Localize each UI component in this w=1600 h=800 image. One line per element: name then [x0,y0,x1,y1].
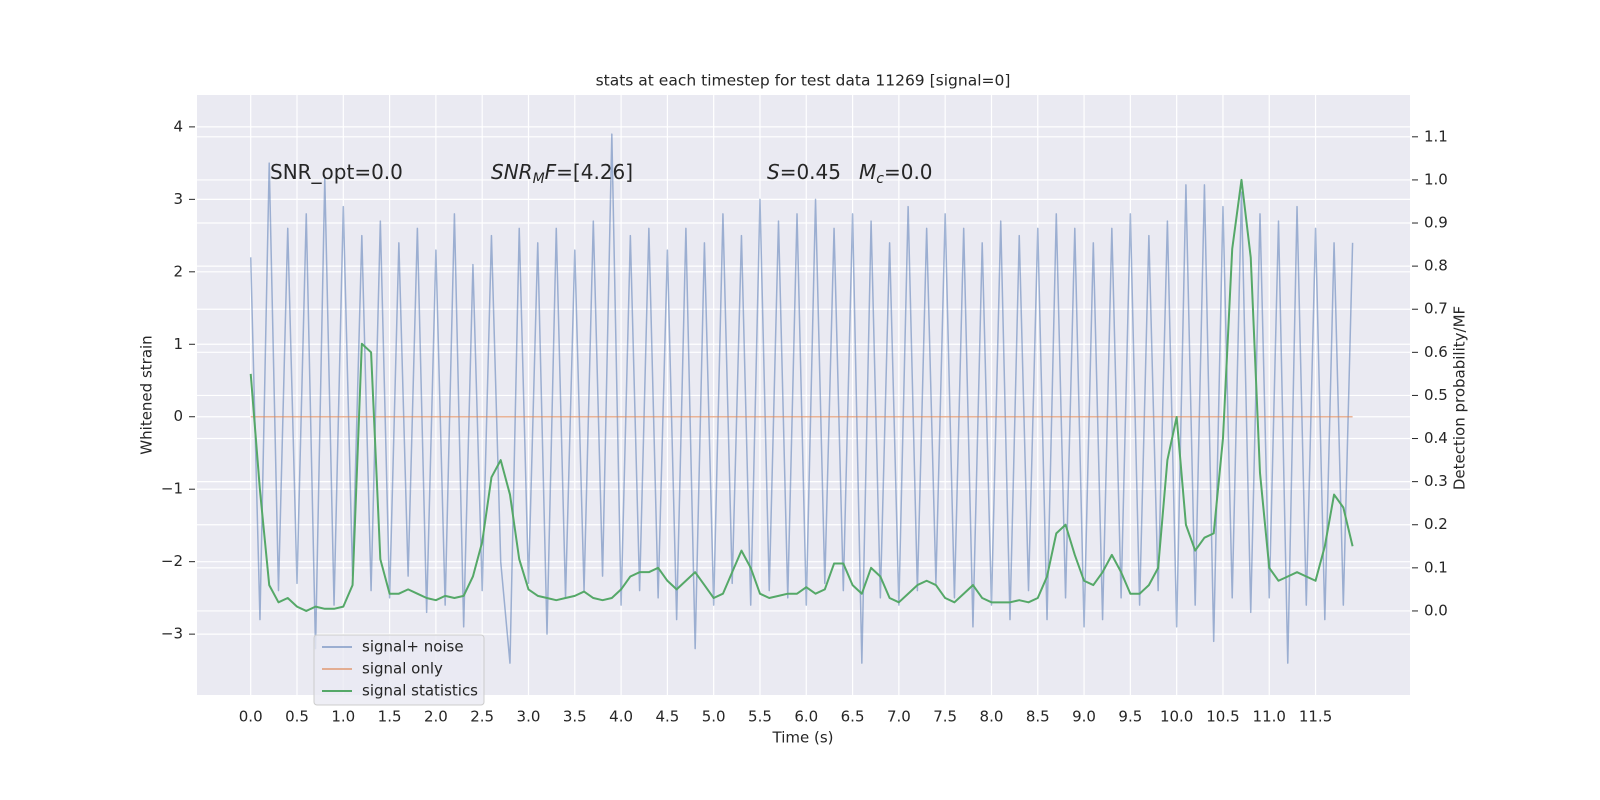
x-tick-label: 2.5 [470,708,494,726]
y2-tick-label: 0.6 [1424,343,1448,361]
annotation: S=0.45 [767,160,841,184]
annotation-part: =0.45 [780,160,841,184]
y2-axis-label: Detection probability/MF [1451,306,1469,490]
x-tick-label: 7.5 [933,708,957,726]
y-tick-label: 1 [173,335,183,353]
y2-tick-label: 0.1 [1424,558,1448,576]
x-tick-label: 2.0 [424,708,448,726]
y2-tick-label: 0.4 [1424,429,1448,447]
annotation-part: =[4.26] [556,160,633,184]
legend-box [313,634,485,706]
y2-tick-label: 0.0 [1424,601,1448,619]
annotation-part: M [859,160,876,184]
series-line [249,178,1354,612]
x-tick-label: 9.5 [1118,708,1142,726]
annotation: SNR_opt=0.0 [270,160,403,184]
annotation-part: SNR_opt=0.0 [270,160,403,184]
x-tick-label: 11.5 [1299,708,1332,726]
x-tick-label: 4.5 [655,708,679,726]
x-tick-label: 5.0 [702,708,726,726]
y-tick-label: 4 [173,117,183,135]
y-tick-label: −2 [161,552,183,570]
legend-label: signal only [362,660,443,678]
y2-tick-label: 0.9 [1424,214,1448,232]
x-tick-label: 1.5 [378,708,402,726]
y2-tick-label: 0.7 [1424,300,1448,318]
y-tick-label: −3 [161,625,183,643]
x-tick-label: 4.0 [609,708,633,726]
x-tick-label: 11.0 [1253,708,1286,726]
chart-title: stats at each timestep for test data 112… [596,72,1011,90]
y-tick-label: −1 [161,480,183,498]
annotation-part: SNR [491,160,533,184]
y-tick-label: 0 [173,407,183,425]
x-tick-label: 0.5 [285,708,309,726]
y2-tick-label: 0.8 [1424,257,1448,275]
series-line [249,133,1354,664]
x-tick-label: 1.0 [331,708,355,726]
x-tick-label: 10.0 [1160,708,1193,726]
x-tick-label: 6.5 [841,708,865,726]
x-tick-label: 0.0 [239,708,263,726]
legend-label: signal+ noise [362,638,464,656]
plot-lines [249,133,1354,664]
x-tick-label: 6.0 [794,708,818,726]
x-tick-label: 8.5 [1026,708,1050,726]
x-tick-label: 7.0 [887,708,911,726]
annotation-part: F [545,160,557,184]
y2-tick-label: 0.2 [1424,515,1448,533]
annotation-part: M [533,171,545,187]
legend-label: signal statistics [362,682,478,700]
axes: 0.0 0.5 1.0 1.5 2.0 2.5 3.0 3.5 4.0 4.5 5.0 5.5 6.0 6… [161,117,1448,725]
annotation: SNRMF=[4.26] [491,160,633,188]
annotation: Mc=0.0 [859,160,933,188]
y-axis-label: Whitened strain [138,335,156,454]
x-tick-label: 9.0 [1072,708,1096,726]
x-axis-label: Time (s) [772,729,834,747]
y2-tick-label: 1.1 [1424,127,1448,145]
y2-tick-label: 0.5 [1424,386,1448,404]
x-tick-label: 8.0 [980,708,1004,726]
annotation-part: c [876,171,884,187]
annotation-part: S [767,160,780,184]
y-tick-label: 3 [173,190,183,208]
y2-tick-label: 0.3 [1424,472,1448,490]
x-tick-label: 3.5 [563,708,587,726]
x-tick-label: 5.5 [748,708,772,726]
x-tick-label: 3.0 [517,708,541,726]
annotation-part: =0.0 [884,160,933,184]
x-tick-label: 10.5 [1206,708,1239,726]
y2-tick-label: 1.0 [1424,170,1448,188]
y-tick-label: 2 [173,262,183,280]
